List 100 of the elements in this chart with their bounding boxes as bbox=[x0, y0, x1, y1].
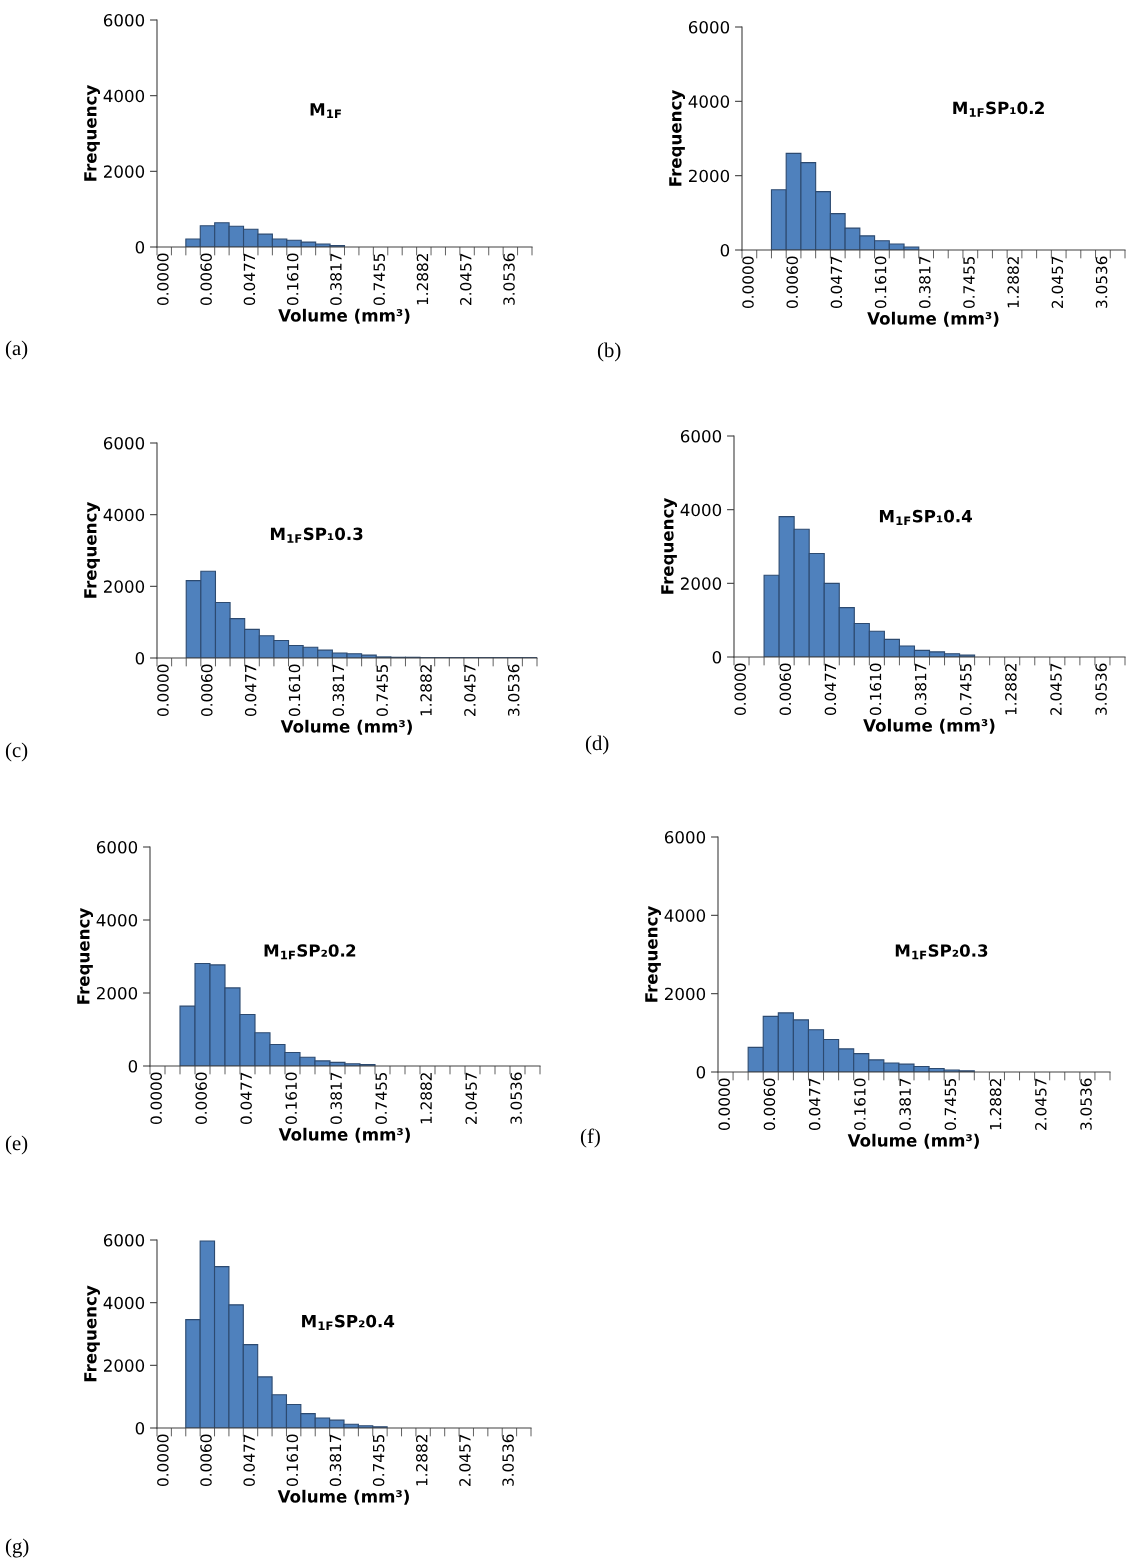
x-tick-label: 2.0457 bbox=[1050, 663, 1062, 715]
y-axis-title: Frequency bbox=[645, 906, 661, 1002]
x-tick-label: 0.0477 bbox=[808, 1078, 821, 1131]
y-axis-title: Frequency bbox=[84, 1285, 100, 1382]
x-tick-label: 0.0060 bbox=[786, 256, 798, 309]
x-tick-label: 0.3817 bbox=[330, 1072, 342, 1125]
x-tick-label: 1.2882 bbox=[1005, 664, 1017, 715]
text: (a) bbox=[5, 340, 28, 360]
x-tick-label: 0.0000 bbox=[742, 256, 754, 309]
text: M$_{1F}$SP₂0.2 bbox=[264, 944, 356, 960]
x-tick-label: 2.0457 bbox=[459, 1434, 471, 1486]
y-axis-title: Frequency bbox=[661, 498, 677, 594]
x-tick-label: 1.2882 bbox=[420, 665, 432, 716]
y-axis-title: Frequency bbox=[669, 90, 685, 186]
y-tick-label: 4000 bbox=[103, 508, 145, 522]
x-tick-label: 2.0457 bbox=[465, 1072, 477, 1124]
text: M$_{1F}$SP₂0.3 bbox=[895, 944, 988, 960]
text: (e) bbox=[5, 1135, 28, 1155]
text: (f) bbox=[580, 1128, 600, 1148]
x-tick-label: 0.0000 bbox=[157, 253, 169, 306]
y-tick-label: 6000 bbox=[103, 1233, 145, 1247]
x-tick-label: 0.0000 bbox=[718, 1078, 730, 1131]
x-tick-label: 0.0060 bbox=[200, 253, 212, 306]
x-tick-label: 0.0477 bbox=[824, 663, 837, 716]
x-tick-label: 0.0000 bbox=[157, 1434, 169, 1487]
text: (b) bbox=[597, 342, 621, 362]
x-tick-label: 0.0000 bbox=[157, 664, 169, 717]
text: M$_{1F}$SP₁0.4 bbox=[879, 509, 972, 525]
x-tick-label: 0.0060 bbox=[763, 1078, 776, 1131]
x-tick-label: 0.3817 bbox=[914, 663, 927, 716]
y-tick-label: 4000 bbox=[680, 503, 722, 517]
x-tick-label: 1.2882 bbox=[416, 254, 429, 305]
x-tick-label: 0.7455 bbox=[372, 1434, 385, 1487]
x-tick-label: 2.0457 bbox=[1051, 256, 1064, 308]
x-tick-label: 0.1610 bbox=[854, 1078, 866, 1131]
x-tick-label: 0.1610 bbox=[285, 1072, 297, 1125]
y-tick-label: 0 bbox=[135, 651, 145, 665]
x-axis-title: Volume (mm³) bbox=[278, 308, 410, 324]
text: M$_{1F}$SP₁0.2 bbox=[953, 101, 1044, 117]
x-tick-label: 0.3817 bbox=[919, 256, 931, 309]
x-axis-title: Volume (mm³) bbox=[280, 719, 412, 735]
x-tick-label: 3.0536 bbox=[1080, 1078, 1092, 1130]
x-tick-label: 0.3817 bbox=[330, 253, 342, 306]
text: M$_{1F}$SP₁0.3 bbox=[270, 527, 363, 543]
y-tick-label: 2000 bbox=[104, 1359, 145, 1372]
y-axis-title: Frequency bbox=[84, 85, 100, 181]
y-axis-title: Frequency bbox=[84, 502, 100, 598]
x-tick-label: 0.1610 bbox=[288, 664, 301, 717]
x-tick-label: 0.3817 bbox=[332, 664, 345, 717]
x-tick-label: 0.0060 bbox=[779, 663, 792, 716]
x-tick-label: 0.0000 bbox=[150, 1072, 162, 1125]
x-tick-label: 3.0536 bbox=[1095, 256, 1108, 308]
x-tick-label: 0.0000 bbox=[734, 663, 746, 716]
x-tick-label: 1.2882 bbox=[420, 1073, 432, 1124]
y-tick-label: 4000 bbox=[688, 95, 730, 108]
x-tick-label: 0.7455 bbox=[944, 1078, 957, 1131]
x-tick-label: 0.0477 bbox=[244, 664, 257, 717]
x-tick-label: 0.3817 bbox=[329, 1434, 342, 1487]
x-tick-label: 0.0060 bbox=[195, 1072, 207, 1125]
text: (c) bbox=[5, 742, 28, 762]
x-tick-label: 0.7455 bbox=[376, 664, 388, 717]
text: (d) bbox=[585, 735, 609, 755]
x-axis-title: Volume (mm³) bbox=[863, 718, 995, 734]
y-tick-label: 0 bbox=[720, 243, 730, 257]
x-tick-label: 2.0457 bbox=[1035, 1078, 1047, 1130]
x-tick-label: 0.0060 bbox=[200, 1434, 212, 1487]
x-tick-label: 0.1610 bbox=[286, 253, 299, 306]
x-axis-title: Volume (mm³) bbox=[847, 1133, 979, 1149]
y-tick-label: 0 bbox=[135, 240, 145, 254]
y-tick-label: 0 bbox=[696, 1065, 706, 1079]
text: (g) bbox=[5, 1538, 29, 1558]
y-tick-label: 6000 bbox=[96, 840, 138, 854]
y-tick-label: 4000 bbox=[96, 913, 138, 927]
x-tick-label: 3.0536 bbox=[502, 1434, 514, 1486]
x-tick-label: 0.1610 bbox=[874, 256, 887, 309]
x-tick-label: 1.2882 bbox=[1007, 257, 1019, 308]
x-tick-label: 0.3817 bbox=[899, 1078, 911, 1131]
x-tick-label: 0.7455 bbox=[959, 663, 972, 716]
text: M$_{1F}$SP₂0.4 bbox=[302, 1314, 395, 1330]
y-tick-label: 0 bbox=[712, 650, 722, 664]
y-tick-label: 6000 bbox=[103, 13, 145, 27]
x-tick-label: 0.7455 bbox=[375, 1072, 387, 1125]
x-tick-label: 1.2882 bbox=[415, 1435, 428, 1486]
y-tick-label: 2000 bbox=[689, 169, 730, 183]
y-tick-label: 6000 bbox=[688, 20, 730, 34]
x-tick-label: 3.0536 bbox=[510, 1072, 522, 1124]
x-tick-label: 0.0477 bbox=[240, 1072, 252, 1125]
x-tick-label: 0.1610 bbox=[869, 663, 882, 716]
y-tick-label: 0 bbox=[128, 1059, 138, 1073]
x-tick-label: 0.0477 bbox=[830, 256, 843, 309]
text: M$_{1F}$ bbox=[310, 103, 341, 119]
x-axis-title: Volume (mm³) bbox=[277, 1489, 409, 1505]
x-tick-label: 0.0060 bbox=[201, 664, 213, 717]
y-axis-title: Frequency bbox=[77, 908, 93, 1004]
x-tick-label: 2.0457 bbox=[459, 253, 472, 305]
y-tick-label: 6000 bbox=[103, 436, 145, 450]
x-tick-label: 1.2882 bbox=[989, 1079, 1002, 1130]
x-tick-label: 0.0477 bbox=[243, 253, 256, 306]
y-tick-label: 6000 bbox=[680, 429, 722, 443]
x-tick-label: 0.7455 bbox=[373, 253, 385, 306]
